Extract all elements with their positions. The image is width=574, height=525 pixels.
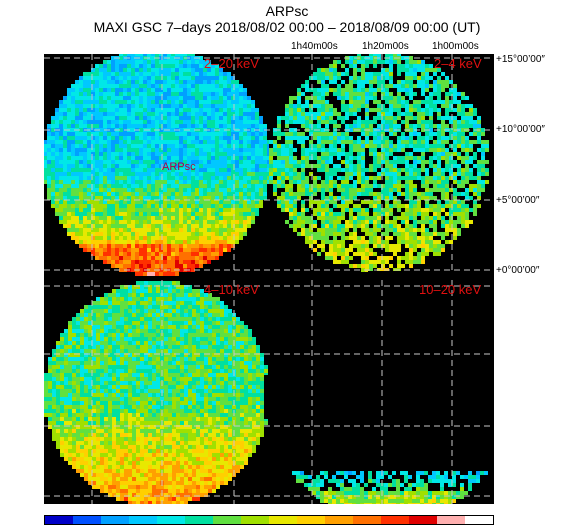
color-scale-segment — [297, 516, 325, 524]
dec-tick-label: +0°00’00″ — [496, 265, 540, 276]
band-label-10-20: 10–20 keV — [419, 282, 482, 297]
dec-tick-label: +5°00’00″ — [496, 195, 540, 206]
color-scale-segment — [381, 516, 409, 524]
color-scale-segment — [185, 516, 213, 524]
color-scale-segment — [353, 516, 381, 524]
ra-tick-label: 1h00m00s — [432, 41, 479, 52]
color-scale-segment — [409, 516, 437, 524]
color-scale-segment — [437, 516, 465, 524]
band-label-2-20: 2–20 keV — [204, 56, 259, 71]
ra-tick-label: 1h40m00s — [291, 41, 338, 52]
sky-map-image — [44, 54, 494, 504]
color-scale-segment — [45, 516, 73, 524]
band-label-2-4: 2–4 keV — [434, 56, 482, 71]
color-scale-segment — [269, 516, 297, 524]
dec-tick-label: +15°00’00″ — [496, 54, 545, 65]
color-scale-segment — [73, 516, 101, 524]
color-scale-bar — [44, 515, 494, 525]
color-scale-segment — [129, 516, 157, 524]
source-label: ARPsc — [162, 161, 196, 173]
color-scale-segment — [465, 516, 493, 524]
color-scale-segment — [101, 516, 129, 524]
band-label-4-10: 4–10 keV — [204, 282, 259, 297]
dec-tick-label: +10°00’00″ — [496, 124, 545, 135]
color-scale-segment — [241, 516, 269, 524]
color-scale-segment — [213, 516, 241, 524]
color-scale-segment — [157, 516, 185, 524]
page-subtitle: MAXI GSC 7–days 2018/08/02 00:00 – 2018/… — [93, 19, 481, 35]
page-title: ARPsc — [265, 3, 309, 19]
ra-tick-label: 1h20m00s — [362, 41, 409, 52]
color-scale-segment — [325, 516, 353, 524]
map-panels: 2–20 keV 2–4 keV 4–10 keV 10–20 keV ARPs… — [44, 54, 494, 504]
